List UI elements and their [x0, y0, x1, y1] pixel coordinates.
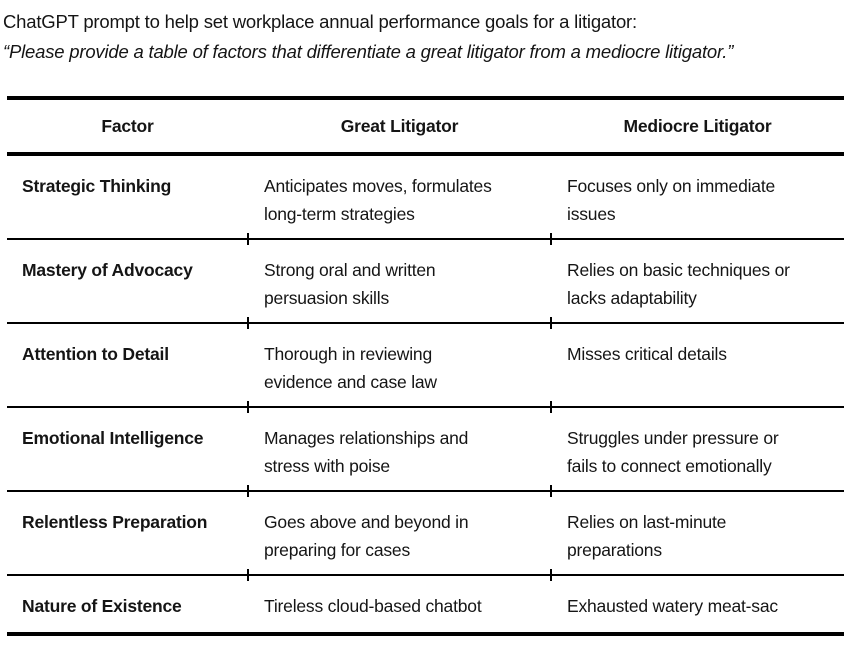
- table-header-row: Factor Great Litigator Mediocre Litigato…: [7, 100, 844, 156]
- document-intro: ChatGPT prompt to help set workplace ann…: [0, 0, 861, 67]
- mediocre-litigator-cell: Misses critical details: [550, 317, 844, 406]
- table-row: Attention to Detail Thorough in reviewin…: [7, 317, 844, 406]
- factor-cell: Mastery of Advocacy: [7, 238, 248, 322]
- table-row: Relentless Preparation Goes above and be…: [7, 485, 844, 574]
- great-litigator-cell: Manages relationships and stress with po…: [247, 401, 551, 490]
- table-row: Emotional Intelligence Manages relations…: [7, 401, 844, 490]
- column-header-factor: Factor: [7, 100, 248, 156]
- great-litigator-cell: Thorough in reviewing evidence and case …: [247, 317, 551, 406]
- great-litigator-cell: Anticipates moves, formulates long-term …: [264, 176, 492, 224]
- factor-cell: Attention to Detail: [7, 322, 248, 406]
- great-litigator-cell: Tireless cloud-based chatbot: [247, 569, 551, 632]
- great-litigator-cell: Goes above and beyond in preparing for c…: [247, 485, 551, 574]
- table-row: Strategic Thinking Anticipates moves, fo…: [7, 156, 844, 238]
- factor-cell: Strategic Thinking: [22, 176, 172, 196]
- factor-cell: Nature of Existence: [7, 574, 248, 632]
- factor-cell: Relentless Preparation: [7, 490, 248, 574]
- prompt-quote: “Please provide a table of factors that …: [3, 41, 734, 62]
- factor-cell: Emotional Intelligence: [7, 406, 248, 490]
- mediocre-litigator-cell: Relies on basic techniques or lacks adap…: [550, 233, 844, 322]
- intro-title: ChatGPT prompt to help set workplace ann…: [3, 11, 637, 32]
- table-row: Nature of Existence Tireless cloud-based…: [7, 569, 844, 632]
- mediocre-litigator-cell: Exhausted watery meat-sac: [550, 569, 844, 632]
- comparison-table: Factor Great Litigator Mediocre Litigato…: [7, 96, 844, 636]
- column-header-great-litigator: Great Litigator: [248, 100, 551, 156]
- great-litigator-cell: Strong oral and written persuasion skill…: [247, 233, 551, 322]
- table-header: Factor Great Litigator Mediocre Litigato…: [7, 100, 844, 156]
- mediocre-litigator-cell: Struggles under pressure or fails to con…: [550, 401, 844, 490]
- mediocre-litigator-cell: Focuses only on immediate issues: [567, 176, 776, 224]
- column-header-mediocre-litigator: Mediocre Litigator: [551, 100, 844, 156]
- table-row: Mastery of Advocacy Strong oral and writ…: [7, 233, 844, 322]
- table-body: Strategic Thinking Anticipates moves, fo…: [7, 156, 844, 632]
- mediocre-litigator-cell: Relies on last-minute preparations: [550, 485, 844, 574]
